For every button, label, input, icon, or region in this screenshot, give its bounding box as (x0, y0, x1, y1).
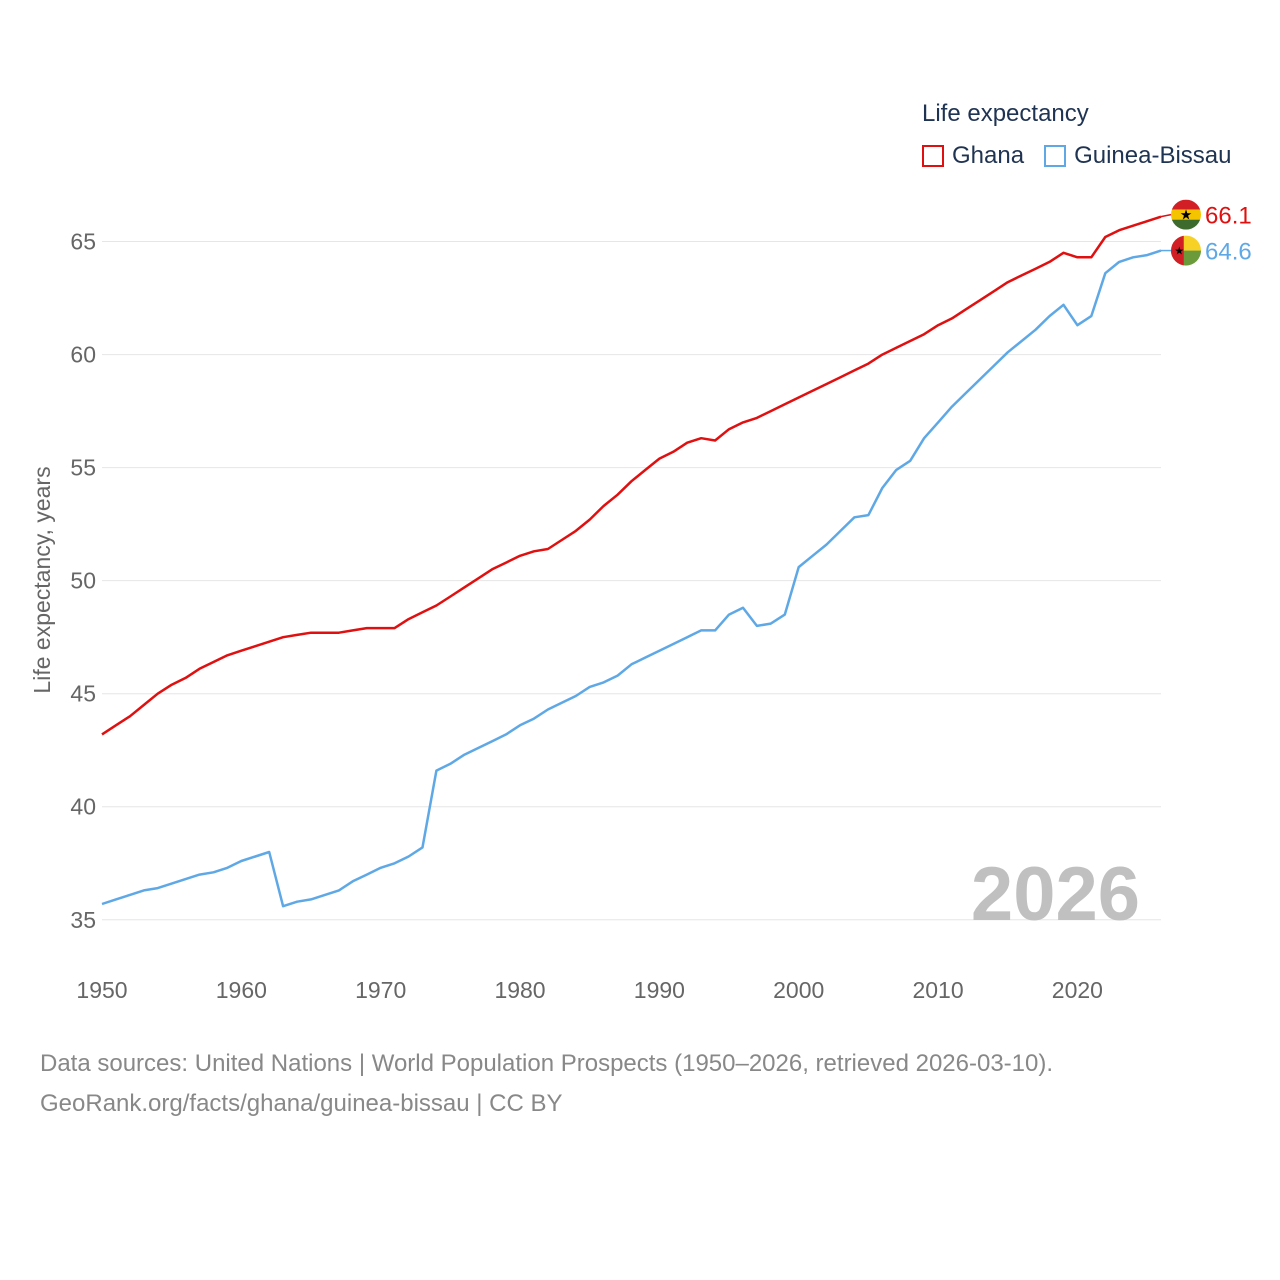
gridlines (102, 241, 1161, 921)
y-tick-label: 40 (70, 794, 96, 820)
x-tick-label: 1970 (355, 977, 406, 1003)
x-tick-label: 2000 (773, 977, 824, 1003)
legend-title: Life expectancy (922, 100, 1089, 127)
end-connector-ghana (1160, 213, 1172, 218)
source-line: Data sources: United Nations | World Pop… (40, 1050, 1054, 1077)
series-line-guinea-bissau (101, 249, 1162, 908)
legend-swatch-guinea-bissau (1044, 145, 1067, 167)
legend-swatch-ghana (922, 145, 944, 167)
x-tick-label: 1960 (216, 977, 267, 1003)
y-axis-ticks: 35 40 45 50 55 60 65 (70, 229, 96, 933)
y-tick-label: 50 (70, 568, 96, 594)
x-tick-label: 1950 (76, 977, 127, 1003)
source-note: Data sources: United Nations | World Pop… (40, 1044, 1053, 1124)
series-lines (101, 215, 1162, 908)
end-value-guinea-bissau: 64.6 (1205, 239, 1252, 266)
ghana-flag-icon: ★ (1171, 199, 1201, 230)
legend-label-ghana: Ghana (952, 142, 1025, 169)
y-tick-label: 55 (70, 455, 96, 481)
svg-text:★: ★ (1180, 208, 1193, 224)
legend: Ghana Guinea-Bissau (922, 142, 1251, 170)
source-link[interactable]: GeoRank.org/facts/ghana/guinea-bissau | … (40, 1090, 563, 1117)
y-axis-title: Life expectancy, years (29, 466, 55, 693)
year-label: 2026 (971, 852, 1140, 937)
y-tick-label: 45 (70, 681, 96, 707)
end-markers: ★ 66.1 ★ 64.6 (1160, 199, 1252, 266)
svg-text:★: ★ (1174, 245, 1184, 258)
legend-item-guinea-bissau[interactable]: Guinea-Bissau (1044, 142, 1231, 170)
x-tick-label: 1980 (494, 977, 545, 1003)
legend-label-guinea-bissau: Guinea-Bissau (1074, 142, 1232, 169)
legend-item-ghana[interactable]: Ghana (922, 142, 1024, 170)
y-tick-label: 60 (70, 342, 96, 368)
x-axis-ticks: 1950 1960 1970 1980 1990 2000 2010 2020 (76, 977, 1103, 1003)
x-tick-label: 2020 (1052, 977, 1103, 1003)
y-tick-label: 35 (70, 907, 96, 933)
y-tick-label: 65 (70, 229, 96, 255)
x-tick-label: 1990 (634, 977, 685, 1003)
x-tick-label: 2010 (912, 977, 963, 1003)
guinea-bissau-flag-icon: ★ (1171, 235, 1201, 266)
series-line-ghana (101, 215, 1162, 736)
end-value-ghana: 66.1 (1205, 203, 1252, 230)
